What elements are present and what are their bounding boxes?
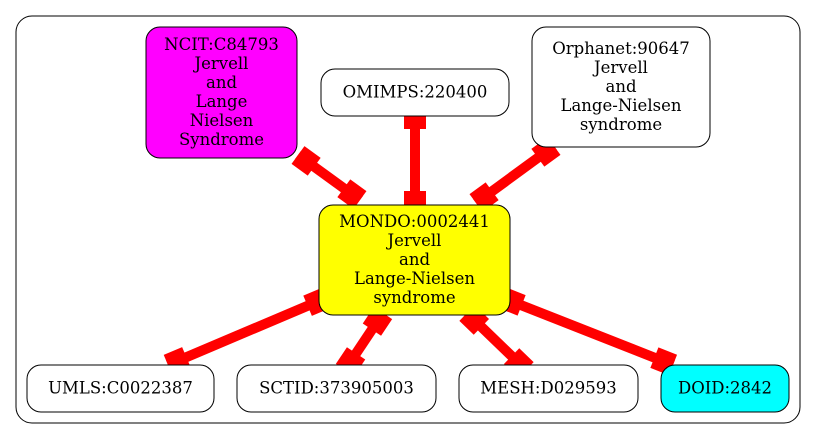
- node-orphanet[interactable]: Orphanet:90647JervellandLange-Nielsensyn…: [531, 26, 711, 148]
- edge-line: [501, 293, 675, 370]
- node-mondo[interactable]: MONDO:0002441JervellandLange-Nielsensynd…: [318, 204, 511, 316]
- node-label-line: UMLS:C0022387: [48, 379, 193, 398]
- node-box: [320, 68, 510, 117]
- node-mesh[interactable]: MESH:D029593: [458, 364, 639, 413]
- node-label-line: Nielsen: [190, 111, 254, 130]
- node-box: [145, 26, 298, 159]
- node-label-line: syndrome: [373, 288, 455, 307]
- node-label-line: SCTID:373905003: [259, 379, 414, 398]
- node-label-line: Jervell: [592, 58, 648, 77]
- node-box: [236, 364, 437, 413]
- edge-line: [166, 293, 328, 370]
- nodes-layer: MONDO:0002441JervellandLange-Nielsensynd…: [26, 26, 790, 413]
- edge-cap: [469, 182, 499, 212]
- node-box: [26, 364, 215, 413]
- node-label-line: and: [206, 73, 237, 92]
- edge-cap: [291, 146, 321, 176]
- node-label-line: DOID:2842: [678, 379, 772, 398]
- node-doid[interactable]: DOID:2842: [660, 364, 790, 413]
- node-label-line: NCIT:C84793: [164, 35, 279, 54]
- node-box: [660, 364, 790, 413]
- node-label-line: Jervell: [193, 54, 249, 73]
- node-box: [318, 204, 511, 316]
- edge-ncit-mondo: [291, 146, 367, 209]
- node-label-line: MESH:D029593: [480, 379, 616, 398]
- node-sctid[interactable]: SCTID:373905003: [236, 364, 437, 413]
- node-ncit[interactable]: NCIT:C84793JervellandLangeNielsenSyndrom…: [145, 26, 298, 159]
- node-label-line: MONDO:0002441: [339, 212, 490, 231]
- node-label-line: Orphanet:90647: [552, 39, 690, 58]
- edge-mondo-doid: [498, 287, 678, 376]
- edge-cap: [337, 179, 367, 209]
- node-box: [531, 26, 711, 148]
- node-label-line: Syndrome: [179, 130, 264, 149]
- node-omimps[interactable]: OMIMPS:220400: [320, 68, 510, 117]
- node-umls[interactable]: UMLS:C0022387: [26, 364, 215, 413]
- node-label-line: OMIMPS:220400: [343, 83, 488, 102]
- node-box: [458, 364, 639, 413]
- node-label-line: and: [605, 77, 636, 96]
- node-label-line: Lange-Nielsen: [561, 96, 682, 115]
- node-label-line: syndrome: [580, 115, 662, 134]
- node-label-line: Lange: [196, 92, 248, 111]
- node-label-line: Jervell: [386, 231, 442, 250]
- node-label-line: Lange-Nielsen: [354, 269, 475, 288]
- node-label-line: and: [399, 250, 430, 269]
